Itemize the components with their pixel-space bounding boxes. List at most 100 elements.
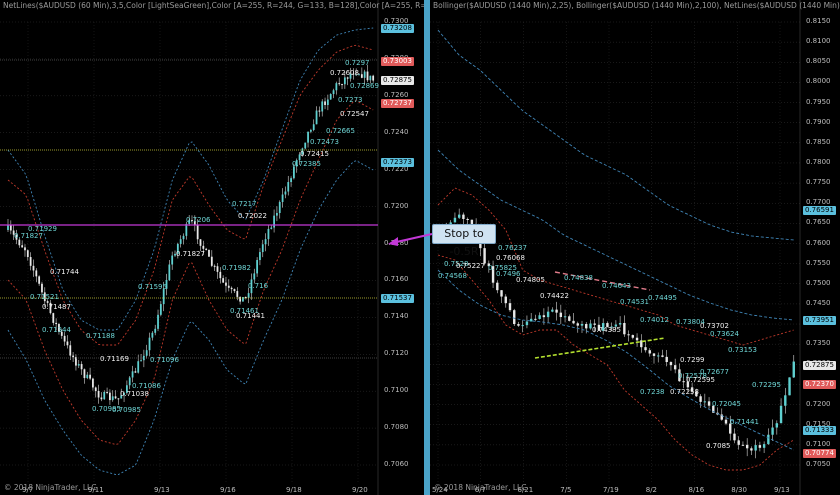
level-annotation: 0.72295 bbox=[752, 381, 781, 389]
candle-body bbox=[614, 324, 618, 327]
level-annotation: 0.74495 bbox=[648, 294, 677, 302]
panel-divider[interactable] bbox=[424, 0, 430, 495]
candle-body bbox=[601, 323, 605, 331]
y-tick-label: 0.7800 bbox=[806, 157, 831, 166]
candle-body bbox=[293, 166, 295, 179]
x-tick-label: 8/30 bbox=[731, 486, 747, 494]
candle-body bbox=[470, 219, 474, 226]
level-annotation: 0.74805 bbox=[516, 276, 545, 284]
price-tag: 0.72373 bbox=[381, 158, 414, 167]
candle-body bbox=[52, 313, 55, 323]
candle-body bbox=[788, 377, 791, 396]
candle-body bbox=[15, 234, 18, 240]
right-chart-canvas[interactable] bbox=[430, 0, 840, 495]
candle-body bbox=[678, 369, 681, 382]
candle-body bbox=[466, 218, 469, 220]
candle-body bbox=[55, 322, 58, 325]
candle-body bbox=[338, 83, 341, 85]
candle-body bbox=[111, 396, 114, 401]
candle-body bbox=[318, 110, 321, 112]
long-upper-band bbox=[7, 27, 374, 331]
x-tick-label: 8/2 bbox=[645, 486, 658, 494]
candle-body bbox=[784, 395, 787, 406]
price-tag: 0.72875 bbox=[381, 76, 414, 85]
candle-body bbox=[128, 377, 131, 386]
level-annotation: 0.71086 bbox=[132, 382, 161, 390]
level-annotation: 0.70985 bbox=[92, 405, 121, 413]
level-annotation: 0.71595 bbox=[138, 283, 167, 291]
candle-body bbox=[767, 434, 770, 445]
candle-body bbox=[352, 73, 355, 75]
y-tick-label: 0.7160 bbox=[384, 275, 409, 284]
candle-body bbox=[213, 265, 216, 267]
candle-body bbox=[555, 309, 558, 313]
level-annotation: 0.73624 bbox=[710, 330, 739, 338]
level-annotation: 0.7299 bbox=[680, 356, 705, 364]
right-chart-panel[interactable]: Bollinger($AUDUSD (1440 Min),2,25), Boll… bbox=[430, 0, 840, 495]
candle-body bbox=[202, 245, 205, 249]
candle-body bbox=[69, 345, 72, 356]
y-tick-label: 0.7300 bbox=[384, 17, 409, 25]
candle-body bbox=[114, 396, 117, 399]
candle-body bbox=[648, 350, 651, 354]
level-annotation: 0.70985 bbox=[112, 406, 141, 414]
level-annotation: 0.74012 bbox=[640, 316, 669, 324]
level-annotation: 0.72869 bbox=[350, 82, 379, 90]
candle-body bbox=[244, 297, 247, 299]
candle-body bbox=[665, 356, 668, 363]
x-tick-label: 6/21 bbox=[517, 486, 534, 494]
price-tag: 0.71333 bbox=[803, 426, 836, 435]
candle-body bbox=[329, 94, 332, 100]
x-tick-label: 8/16 bbox=[688, 486, 705, 494]
candle-body bbox=[253, 273, 256, 280]
candle-body bbox=[7, 225, 9, 230]
candle-body bbox=[597, 324, 601, 331]
candle-body bbox=[758, 445, 762, 448]
bb100-middle-band bbox=[437, 149, 794, 321]
price-tag: 0.73003 bbox=[381, 57, 414, 66]
candle-body bbox=[222, 278, 225, 283]
candle-body bbox=[729, 423, 732, 434]
candle-body bbox=[496, 282, 499, 291]
candle-body bbox=[75, 357, 77, 366]
candle-body bbox=[491, 266, 495, 283]
candle-body bbox=[576, 323, 579, 326]
candle-body bbox=[610, 326, 613, 328]
level-annotation: 0.7238 bbox=[640, 388, 665, 396]
candle-body bbox=[120, 395, 123, 399]
price-tag: 0.73208 bbox=[381, 24, 414, 33]
level-annotation: 0.75227 bbox=[456, 262, 485, 270]
candle-body bbox=[513, 310, 516, 325]
level-annotation: 0.72677 bbox=[700, 368, 729, 376]
candle-body bbox=[366, 71, 369, 81]
level-annotation: 0.71441 bbox=[236, 312, 265, 320]
level-annotation: 0.7206 bbox=[186, 216, 211, 224]
y-tick-label: 0.7260 bbox=[384, 90, 409, 99]
y-tick-label: 0.7850 bbox=[806, 137, 831, 146]
y-tick-label: 0.7600 bbox=[806, 238, 831, 247]
candle-body bbox=[35, 270, 38, 277]
candle-body bbox=[80, 364, 83, 370]
candle-body bbox=[534, 318, 537, 320]
candle-body bbox=[623, 322, 626, 335]
left-chart-panel[interactable]: NetLines($AUDUSD (60 Min),3,5,Color [Lig… bbox=[0, 0, 424, 495]
level-annotation: 0.71188 bbox=[86, 332, 115, 340]
candle-body bbox=[542, 315, 546, 318]
candle-body bbox=[185, 223, 188, 236]
candle-body bbox=[324, 101, 326, 105]
candle-body bbox=[618, 322, 622, 325]
y-tick-label: 0.8000 bbox=[806, 77, 831, 86]
candle-body bbox=[142, 355, 145, 361]
level-annotation: 0.71441 bbox=[730, 418, 759, 426]
bb100-upper-band bbox=[437, 29, 794, 241]
candle-body bbox=[762, 444, 766, 448]
candle-body bbox=[546, 311, 550, 318]
y-tick-label: 0.7200 bbox=[806, 399, 831, 408]
level-annotation: 0.71461 bbox=[230, 307, 259, 315]
candle-body bbox=[483, 248, 486, 264]
left-chart-canvas[interactable] bbox=[0, 0, 424, 495]
candle-body bbox=[117, 398, 120, 400]
level-annotation: 0.71744 bbox=[50, 268, 79, 276]
candle-body bbox=[225, 282, 227, 286]
candle-body bbox=[24, 247, 26, 251]
